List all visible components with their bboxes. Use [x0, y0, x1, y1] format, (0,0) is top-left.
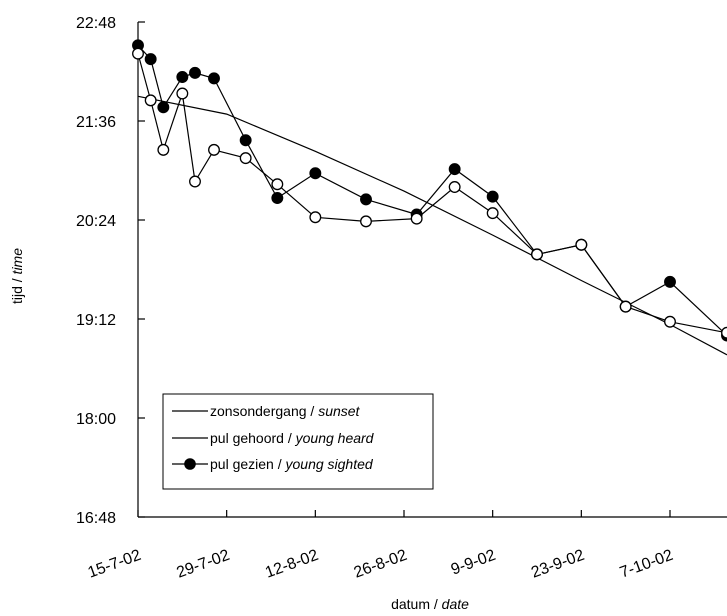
heard-point	[664, 315, 676, 328]
heard-point	[486, 207, 499, 220]
series-layer	[132, 39, 727, 356]
heard-point	[448, 181, 461, 193]
heard-point	[575, 238, 588, 251]
x-tick-label: 15-7-02	[86, 547, 144, 582]
sighted-point	[144, 53, 157, 66]
legend-label: zonsondergang / sunset	[210, 403, 361, 419]
legend-label: pul gezien / young sighted	[210, 456, 374, 472]
legend-box	[162, 393, 434, 490]
axes	[137, 22, 727, 518]
sighted-point	[189, 66, 201, 79]
heard-point	[410, 212, 423, 225]
heard-point	[176, 87, 189, 100]
sighted-point	[176, 71, 189, 83]
sighted-point	[239, 134, 252, 147]
x-tick-label: 12-8-02	[263, 547, 321, 582]
heard-point	[271, 178, 284, 191]
x-tick-label: 26-8-02	[352, 547, 410, 582]
y-tick-label: 19:12	[76, 312, 116, 329]
y-tick-label: 16:48	[76, 510, 116, 527]
y-axis-title: tijd / time	[9, 248, 25, 304]
heard-point	[619, 300, 632, 313]
series-line	[137, 95, 727, 356]
heard-point	[208, 143, 220, 156]
x-tick-label: 9-9-02	[449, 547, 498, 579]
sighted-point	[486, 190, 499, 203]
series-0	[137, 95, 727, 356]
legend-label: pul gehoord / young heard	[210, 430, 375, 446]
heard-point	[189, 175, 201, 188]
y-tick-label: 21:36	[76, 114, 116, 131]
legend-marker	[184, 458, 196, 470]
x-ticks: 15-7-02 29-7-02 12-8-02 26-8-02 9-9-02 23-9-0…	[86, 510, 676, 582]
x-axis-title: datum / date	[391, 596, 469, 612]
heard-point	[721, 326, 727, 339]
heard-point	[132, 47, 144, 60]
legend: zonsondergang / sunset pul gehoord / youn…	[162, 393, 434, 490]
heard-point	[157, 143, 170, 156]
series-line	[137, 44, 727, 336]
sighted-point	[309, 167, 322, 180]
y-ticks: 16:48 18:00 19:12 20:24 21:36 22:48	[76, 15, 145, 527]
x-tick-label: 7-10-02	[618, 547, 676, 582]
series-1	[132, 47, 727, 339]
y-tick-label: 20:24	[76, 213, 116, 230]
y-tick-label: 18:00	[76, 411, 116, 428]
sighted-point	[157, 101, 170, 114]
series-line	[137, 53, 727, 334]
heard-point	[309, 211, 322, 224]
sighted-point	[360, 193, 372, 206]
heard-point	[531, 248, 543, 261]
y-tick-label: 22:48	[76, 15, 116, 32]
series-2	[132, 39, 727, 342]
heard-point	[144, 94, 157, 107]
sighted-point	[664, 275, 676, 288]
sighted-point	[208, 72, 220, 85]
x-tick-label: 23-9-02	[529, 547, 587, 582]
heard-point	[360, 215, 372, 228]
sighted-point	[448, 163, 461, 176]
sighted-point	[271, 192, 284, 204]
x-tick-label: 29-7-02	[174, 547, 232, 582]
heard-point	[239, 152, 252, 165]
